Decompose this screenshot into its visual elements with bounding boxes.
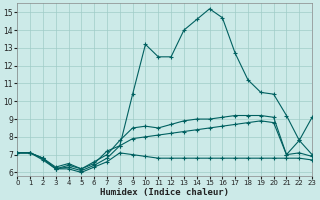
X-axis label: Humidex (Indice chaleur): Humidex (Indice chaleur) xyxy=(100,188,229,197)
